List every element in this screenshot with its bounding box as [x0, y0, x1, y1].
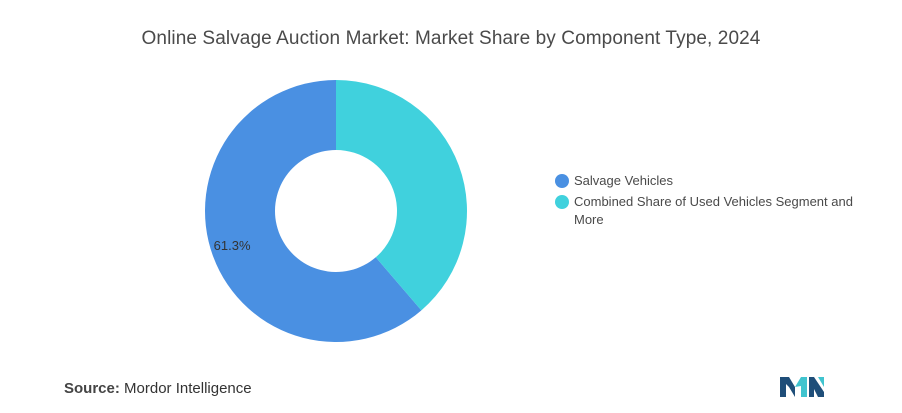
donut-slice-2 — [336, 80, 467, 311]
chart-title: Online Salvage Auction Market: Market Sh… — [141, 28, 761, 49]
donut-slices — [204, 80, 467, 342]
donut-slice-1 — [204, 80, 422, 342]
source-label: Source: — [64, 380, 120, 397]
mordor-intelligence-logo-icon — [780, 375, 824, 402]
source-note: Source: Mordor Intelligence — [64, 380, 252, 397]
legend-item: Combined Share of Used Vehicles Segment … — [555, 193, 855, 229]
source-text: Mordor Intelligence — [124, 380, 252, 397]
legend-item: Salvage Vehicles — [555, 172, 855, 190]
legend-label: Combined Share of Used Vehicles Segment … — [574, 194, 853, 227]
legend-swatch — [555, 195, 569, 209]
slice-data-label: 61.3% — [214, 238, 251, 253]
legend-label: Salvage Vehicles — [574, 173, 674, 188]
slice-labels: 61.3% — [214, 238, 251, 253]
legend-swatch — [555, 174, 569, 188]
legend: Salvage Vehicles Combined Share of Used V… — [555, 172, 855, 232]
